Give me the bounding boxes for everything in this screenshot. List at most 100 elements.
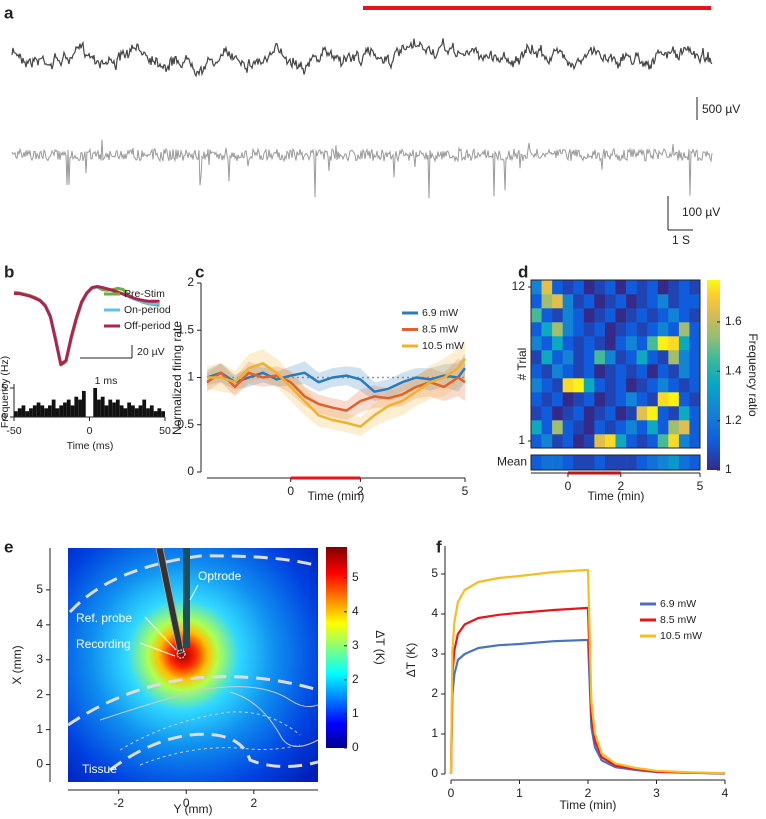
heatmap-cell [647,322,659,337]
heatmap-cell [678,420,690,435]
histogram-bar [59,405,64,417]
panel-label: e [4,537,13,556]
heatmap-cell [626,336,637,351]
panel-label: c [195,262,204,281]
y-tick-label: 0.5 [177,417,194,431]
mean-cell [531,455,542,470]
heatmap-cell [657,392,669,407]
heatmap-cell [552,280,563,295]
heatmap-cell [668,308,680,323]
legend-label: Pre-Stim [124,288,165,300]
heatmap-cell [647,294,659,309]
colorbar-tick-label: 1.6 [725,314,742,328]
heatmap-cell [647,364,659,379]
colorbar-tick-label: 1.4 [725,363,742,377]
heatmap-cell [594,336,606,351]
heatmap-cell [573,322,585,337]
histogram-bar [17,408,22,417]
heatmap-cell [615,350,627,365]
series-line [206,367,467,393]
heatmap-cell [668,406,680,421]
heatmap-cell [678,364,690,379]
heatmap-cell [531,364,542,379]
annotation: Ref. probe [76,611,132,625]
contour [68,554,318,614]
x-tick-label: 50 [159,425,171,437]
heatmap-cell [657,294,669,309]
y-tick-label: 3 [431,646,438,660]
heatmap-cell [604,434,616,449]
histogram-bar [138,405,143,417]
leader-line [189,584,199,601]
heatmap-cell [615,392,627,407]
y-tick-label: 1.5 [177,322,194,336]
mean-cell [678,455,690,470]
legend-label: 10.5 mW [660,630,702,642]
heatmap-cell [657,322,669,337]
heatmap-cell [541,434,553,449]
heatmap-cell [657,406,669,421]
heatmap-cell [647,434,659,449]
x-axis-label: Time (min) [560,798,617,812]
heatmap-cell [626,322,637,337]
heatmap-cell [615,434,627,449]
y-tick-label: 0 [187,464,194,478]
heatmap-cell [583,434,595,449]
heatmap-cell [541,406,553,421]
histogram-bar [93,388,98,417]
heatmap-cell [615,420,627,435]
y-tick-label: 5 [431,566,438,580]
y-axis-label: Frequency (Hz) [0,356,11,428]
heatmap-cell [583,322,595,337]
heatmap-cell [552,378,563,393]
heatmap-cell [552,420,563,435]
heatmap-cell [636,378,648,393]
heatmap-cell [583,294,595,309]
heatmap-cell [626,392,637,407]
mean-cell [657,455,669,470]
y-tick-label: 0 [431,766,438,780]
heatmap-cell [678,336,690,351]
annotation: Optrode [198,569,242,583]
annotation: Recording [76,637,131,651]
heatmap-cell [594,420,606,435]
panel-label: b [4,262,14,281]
heatmap-cell [573,308,585,323]
heatmap-cell [562,378,574,393]
histogram-bar [142,399,147,417]
scale-bar-label: 1 ms [95,375,118,387]
heatmap-cell [647,350,659,365]
histogram-bar [40,405,45,417]
heatmap-cell [552,350,563,365]
y-tick-label: 2 [431,686,438,700]
spike-trace [11,139,713,199]
heatmap-cell [573,364,585,379]
heatmap-cell [562,406,574,421]
mean-cell [573,455,585,470]
y-tick-label: 4 [431,606,438,620]
histogram-bar [115,399,120,417]
x-tick-label: 5 [462,484,469,498]
heatmap-cell [604,322,616,337]
mean-cell [604,455,616,470]
heatmap-cell [668,434,680,449]
heatmap-cell [573,406,585,421]
histogram-bar [32,405,37,417]
colorbar-label: Frequency ratio [746,333,760,417]
mean-label: Mean [497,455,527,469]
heatmap-cell [657,350,669,365]
heatmap-cell [689,434,701,449]
heatmap-cell [562,322,574,337]
heatmap-cell [594,434,606,449]
x-tick-label: 5 [697,479,704,493]
y-tick-label: 4 [36,617,43,631]
heatmap-cell [626,294,637,309]
mean-cell [689,455,701,470]
y-tick-label: 0 [1,411,7,423]
heatmap-cell [583,350,595,365]
heatmap-cell [626,378,637,393]
mean-cell [626,455,637,470]
heatmap-cell [583,336,595,351]
heatmap-cell [636,392,648,407]
heatmap-cell [562,434,574,449]
